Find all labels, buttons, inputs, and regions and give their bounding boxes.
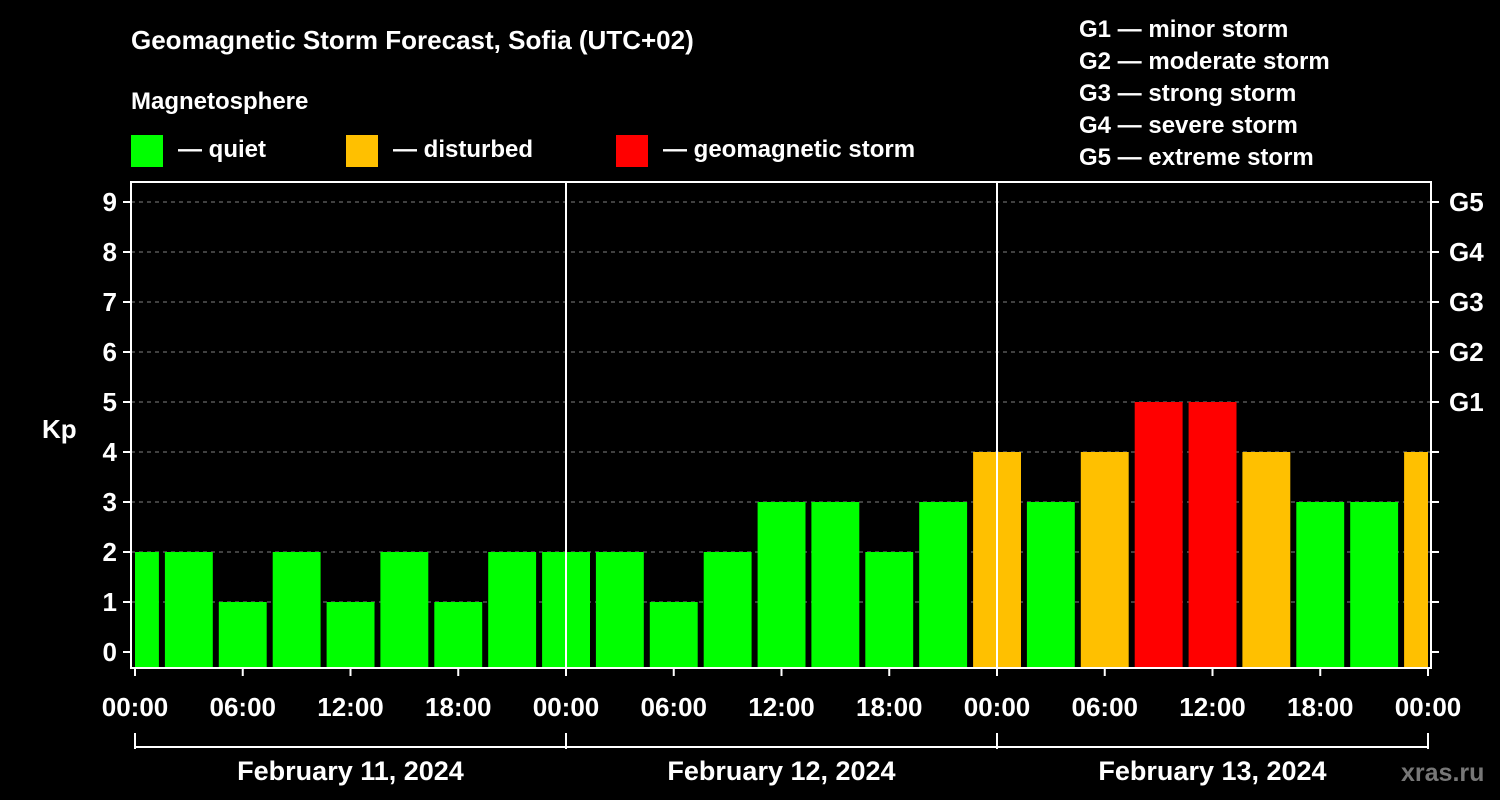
bars — [135, 402, 1428, 668]
x-tick-label: 00:00 — [533, 692, 600, 722]
x-tick-label: 12:00 — [748, 692, 815, 722]
storm-scale-g2: G2 — moderate storm — [1079, 48, 1330, 75]
axes: 0 1 2 3 4 5 6 7 8 9 G1 G2 G3 G4 G5 00:00 06:00 12:00 18:00… — [102, 181, 1484, 786]
x-tick-label: 12:00 — [1179, 692, 1246, 722]
legend: — quiet — disturbed — geomagnetic storm — [131, 135, 915, 167]
chart-title: Geomagnetic Storm Forecast, Sofia (UTC+0… — [131, 25, 694, 55]
chart-subtitle: Magnetosphere — [131, 88, 308, 115]
right-axis-label: G2 — [1449, 337, 1484, 367]
y-tick-label: 3 — [103, 487, 117, 517]
legend-label-quiet: — quiet — [178, 136, 266, 163]
legend-label-disturbed: — disturbed — [393, 136, 533, 163]
y-tick-label: 6 — [103, 337, 117, 367]
right-axis-label: G5 — [1449, 187, 1484, 217]
kp-bar — [1242, 452, 1291, 668]
kp-bar — [1134, 402, 1183, 668]
kp-bar — [649, 602, 698, 668]
kp-bar — [703, 552, 752, 668]
kp-bar — [811, 502, 860, 668]
x-tick-label: 00:00 — [102, 692, 169, 722]
kp-bar — [757, 502, 806, 668]
right-axis-label: G4 — [1449, 237, 1484, 267]
legend-label-storm: — geomagnetic storm — [663, 136, 915, 163]
x-tick-label: 18:00 — [856, 692, 923, 722]
kp-bar — [919, 502, 968, 668]
legend-swatch-quiet — [131, 135, 163, 167]
kp-bar — [434, 602, 483, 668]
kp-bar — [1188, 402, 1237, 668]
y-tick-label: 8 — [103, 237, 117, 267]
right-axis-label: G3 — [1449, 287, 1484, 317]
y-tick-label: 4 — [103, 437, 118, 467]
x-tick-label: 06:00 — [210, 692, 277, 722]
day-label: February 13, 2024 — [1098, 756, 1326, 786]
right-axis-label: G1 — [1449, 387, 1484, 417]
kp-bar — [1404, 452, 1428, 668]
day-label: February 11, 2024 — [237, 756, 464, 786]
day-label: February 12, 2024 — [667, 756, 895, 786]
gridlines — [131, 201, 1431, 603]
storm-scale-g5: G5 — extreme storm — [1079, 144, 1314, 171]
x-tick-label: 06:00 — [641, 692, 708, 722]
x-tick-label: 12:00 — [317, 692, 384, 722]
storm-scale-g1: G1 — minor storm — [1079, 16, 1288, 43]
x-tick-label: 00:00 — [964, 692, 1031, 722]
y-axis-label: Kp — [42, 414, 77, 444]
kp-bar — [218, 602, 267, 668]
x-tick-label: 06:00 — [1072, 692, 1139, 722]
kp-bar — [272, 552, 321, 668]
kp-bar — [1026, 502, 1075, 668]
x-tick-label: 00:00 — [1395, 692, 1462, 722]
storm-scale-g4: G4 — severe storm — [1079, 112, 1298, 139]
kp-bar — [1296, 502, 1345, 668]
y-tick-label: 2 — [103, 537, 117, 567]
storm-scale-g3: G3 — strong storm — [1079, 80, 1296, 107]
kp-bar — [1080, 452, 1129, 668]
y-tick-label: 7 — [103, 287, 117, 317]
x-tick-label: 18:00 — [1287, 692, 1354, 722]
y-tick-label: 9 — [103, 187, 117, 217]
storm-scale-legend: G1 — minor storm G2 — moderate storm G3 … — [1079, 16, 1330, 171]
x-tick-label: 18:00 — [425, 692, 492, 722]
kp-bar — [865, 552, 914, 668]
legend-swatch-storm — [616, 135, 648, 167]
kp-bar — [595, 552, 644, 668]
kp-bar — [164, 552, 213, 668]
kp-bar — [326, 602, 375, 668]
kp-bar — [488, 552, 537, 668]
watermark: xras.ru — [1401, 759, 1484, 787]
legend-swatch-disturbed — [346, 135, 378, 167]
y-tick-label: 1 — [103, 587, 117, 617]
kp-bar — [1350, 502, 1399, 668]
kp-bar — [380, 552, 429, 668]
y-tick-label: 0 — [103, 637, 117, 667]
y-tick-label: 5 — [103, 387, 117, 417]
kp-bar — [135, 552, 159, 668]
